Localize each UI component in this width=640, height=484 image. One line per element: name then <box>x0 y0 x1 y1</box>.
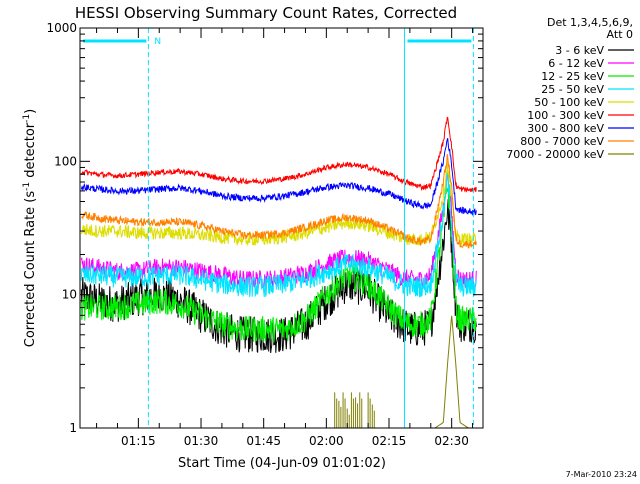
legend-label: 800 - 7000 keV <box>520 135 604 148</box>
legend-label: 25 - 50 keV <box>541 83 604 96</box>
y-axis-label-end: ) <box>23 109 38 114</box>
legend-header-detectors: Det 1,3,4,5,6,9, <box>547 16 633 29</box>
x-axis: 01:15 01:30 01:45 02:00 02:15 02:30 <box>96 28 474 448</box>
night-markers: N <box>79 28 474 428</box>
legend-label: 300 - 800 keV <box>527 122 604 135</box>
legend-label: 50 - 100 keV <box>534 96 604 109</box>
series-line <box>80 187 477 343</box>
series-line <box>81 154 477 249</box>
plot-area <box>80 116 477 429</box>
x-tick-label: 02:30 <box>434 434 469 448</box>
series-line <box>80 162 477 290</box>
night-label: N <box>154 37 161 47</box>
y-tick-label: 10 <box>62 288 77 302</box>
series-line <box>81 315 477 429</box>
legend-label: 100 - 300 keV <box>527 109 604 122</box>
x-tick-label: 02:00 <box>309 434 344 448</box>
x-axis-label: Start Time (04-Jun-09 01:01:02) <box>178 456 386 471</box>
chart-title: HESSI Observing Summary Count Rates, Cor… <box>75 4 457 22</box>
y-tick-label: 1000 <box>46 21 77 35</box>
y-axis-label-sup2: -1 <box>22 114 32 123</box>
x-tick-label: 01:15 <box>121 434 156 448</box>
series-line <box>80 198 477 354</box>
series-line <box>80 116 477 194</box>
series-line <box>80 168 477 298</box>
y-axis: 1 10 100 1000 <box>46 21 483 435</box>
legend-label: 12 - 25 keV <box>541 70 604 83</box>
x-tick-label: 02:15 <box>372 434 407 448</box>
y-axis-label-mid: detector <box>23 122 38 182</box>
legend-label: 7000 - 20000 keV <box>506 148 604 161</box>
date-stamp: 7-Mar-2010 23:24 <box>566 470 637 479</box>
y-axis-label-main: Corrected Count Rate (s <box>23 191 38 348</box>
y-tick-label: 100 <box>54 154 77 168</box>
legend-label: 3 - 6 keV <box>555 44 604 57</box>
y-axis-label-sup1: -1 <box>22 182 32 191</box>
x-tick-label: 01:45 <box>246 434 281 448</box>
legend-header-attenuator: Att 0 <box>607 28 633 41</box>
plot-frame <box>79 27 484 429</box>
series-line <box>80 138 477 217</box>
legend-label: 6 - 12 keV <box>548 57 604 70</box>
x-tick-label: 01:30 <box>184 434 219 448</box>
y-axis-label: Corrected Count Rate (s-1 detector-1) <box>22 109 38 347</box>
y-tick-label: 1 <box>69 421 77 435</box>
